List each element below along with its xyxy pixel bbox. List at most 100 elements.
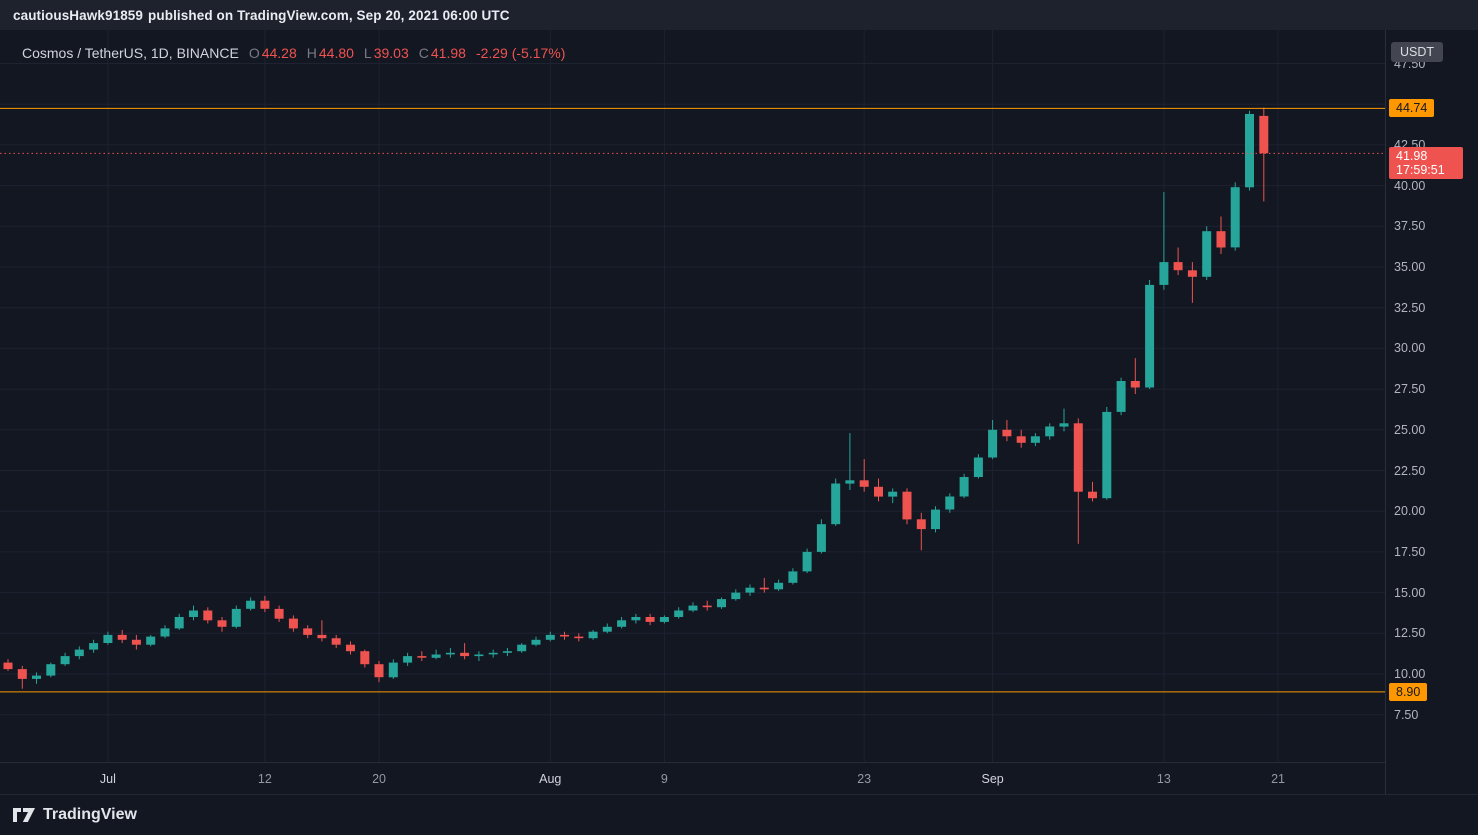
tradingview-logo[interactable]: TradingView — [12, 805, 137, 825]
candle-body[interactable] — [1202, 231, 1212, 277]
candle-body[interactable] — [1059, 423, 1069, 427]
candle-body[interactable] — [731, 592, 741, 600]
candle-body[interactable] — [517, 644, 527, 652]
candle-body[interactable] — [403, 656, 413, 663]
candle-body[interactable] — [1016, 436, 1026, 443]
candle-body[interactable] — [874, 486, 883, 497]
candle-body[interactable] — [89, 643, 99, 650]
candle-body[interactable] — [388, 662, 398, 678]
candle-body[interactable] — [1145, 284, 1155, 388]
candle-body[interactable] — [959, 477, 969, 497]
candle-body[interactable] — [988, 429, 998, 458]
candle-body[interactable] — [117, 634, 127, 640]
candle-body[interactable] — [32, 675, 41, 679]
candle-body[interactable] — [60, 656, 70, 665]
candle-body[interactable] — [1259, 115, 1269, 154]
candle-body[interactable] — [617, 620, 627, 627]
candle-body[interactable] — [317, 634, 327, 639]
candle-body[interactable] — [717, 599, 726, 608]
candle-body[interactable] — [174, 617, 184, 629]
candle-body[interactable] — [788, 571, 798, 583]
candle-body[interactable] — [902, 491, 912, 520]
candle-body[interactable] — [1030, 436, 1040, 443]
candle-body[interactable] — [3, 662, 13, 670]
candle-body[interactable] — [46, 664, 56, 676]
candle-body[interactable] — [659, 617, 669, 622]
candle-body[interactable] — [574, 636, 584, 639]
candle-body[interactable] — [274, 608, 284, 619]
candle-body[interactable] — [531, 639, 541, 645]
candle-body[interactable] — [460, 652, 470, 657]
candle-body[interactable] — [931, 509, 940, 530]
publisher-username[interactable]: cautiousHawk91859 — [13, 7, 144, 23]
candle-body[interactable] — [303, 628, 313, 635]
candle-body[interactable] — [74, 649, 84, 657]
candle-body[interactable] — [103, 634, 113, 643]
candle-body[interactable] — [474, 654, 484, 657]
candle-body[interactable] — [702, 605, 712, 608]
candlestick-chart[interactable] — [0, 30, 1385, 762]
candle-body[interactable] — [945, 496, 955, 510]
candle-body[interactable] — [1187, 270, 1197, 277]
candle-body[interactable] — [417, 656, 427, 658]
candle-body[interactable] — [1173, 262, 1183, 271]
candle-body[interactable] — [1245, 114, 1254, 188]
candle-body[interactable] — [1073, 423, 1083, 492]
quote-currency-badge[interactable]: USDT — [1391, 42, 1444, 62]
candle-body[interactable] — [146, 636, 156, 645]
candle-body[interactable] — [502, 651, 512, 653]
candle-body[interactable] — [1002, 429, 1012, 437]
candle-body[interactable] — [816, 524, 826, 552]
symbol-title[interactable]: Cosmos / TetherUS, 1D, BINANCE — [22, 45, 239, 61]
candle-body[interactable] — [1230, 187, 1240, 248]
candle-body[interactable] — [588, 631, 598, 639]
candle-body[interactable] — [845, 480, 855, 484]
candle-body[interactable] — [888, 491, 898, 497]
candle-body[interactable] — [916, 519, 926, 530]
candle-body[interactable] — [17, 669, 27, 679]
candle-body[interactable] — [1116, 381, 1126, 412]
candle-body[interactable] — [1045, 426, 1055, 437]
candle-body[interactable] — [602, 626, 612, 632]
candle-body[interactable] — [488, 652, 498, 655]
candle-body[interactable] — [545, 634, 555, 640]
candle-body[interactable] — [973, 457, 983, 478]
candle-body[interactable] — [1216, 231, 1226, 248]
candle-body[interactable] — [346, 644, 355, 652]
candle-body[interactable] — [260, 600, 270, 609]
candle-body[interactable] — [759, 587, 769, 590]
candle-body[interactable] — [831, 483, 841, 525]
candle-body[interactable] — [160, 628, 170, 637]
candle-body[interactable] — [745, 587, 755, 593]
candle-body[interactable] — [674, 610, 684, 618]
candle-body[interactable] — [859, 480, 869, 487]
price-axis[interactable]: USDT 47.5045.0042.5040.0037.5035.0032.50… — [1385, 30, 1478, 794]
candle-body[interactable] — [189, 610, 198, 618]
candle-body[interactable] — [231, 608, 241, 627]
candle-body[interactable] — [131, 639, 141, 645]
candle-body[interactable] — [1088, 491, 1097, 499]
candle-body[interactable] — [560, 634, 569, 637]
candle-body[interactable] — [1130, 381, 1140, 388]
candle-body[interactable] — [774, 582, 784, 590]
candle-body[interactable] — [288, 618, 298, 629]
price-line-badge[interactable]: 8.90 — [1389, 682, 1428, 701]
price-tick-label: 20.00 — [1394, 504, 1426, 519]
time-axis[interactable]: Jul 12 20 Aug 9 23 Sep 13 21 — [0, 762, 1385, 794]
candle-body[interactable] — [246, 600, 256, 609]
candle-body[interactable] — [203, 610, 213, 621]
candle-body[interactable] — [645, 617, 655, 622]
candle-body[interactable] — [217, 620, 227, 627]
candle-body[interactable] — [1159, 262, 1169, 285]
candle-body[interactable] — [802, 551, 812, 572]
candle-body[interactable] — [1102, 411, 1112, 499]
price-line-badge[interactable]: 44.74 — [1389, 99, 1435, 118]
candle-body[interactable] — [688, 605, 698, 611]
candle-body[interactable] — [360, 651, 370, 665]
candle-body[interactable] — [445, 652, 455, 655]
candle-body[interactable] — [374, 664, 384, 678]
candle-body[interactable] — [631, 617, 641, 621]
candle-body[interactable] — [331, 638, 341, 645]
candle-body[interactable] — [431, 654, 441, 658]
